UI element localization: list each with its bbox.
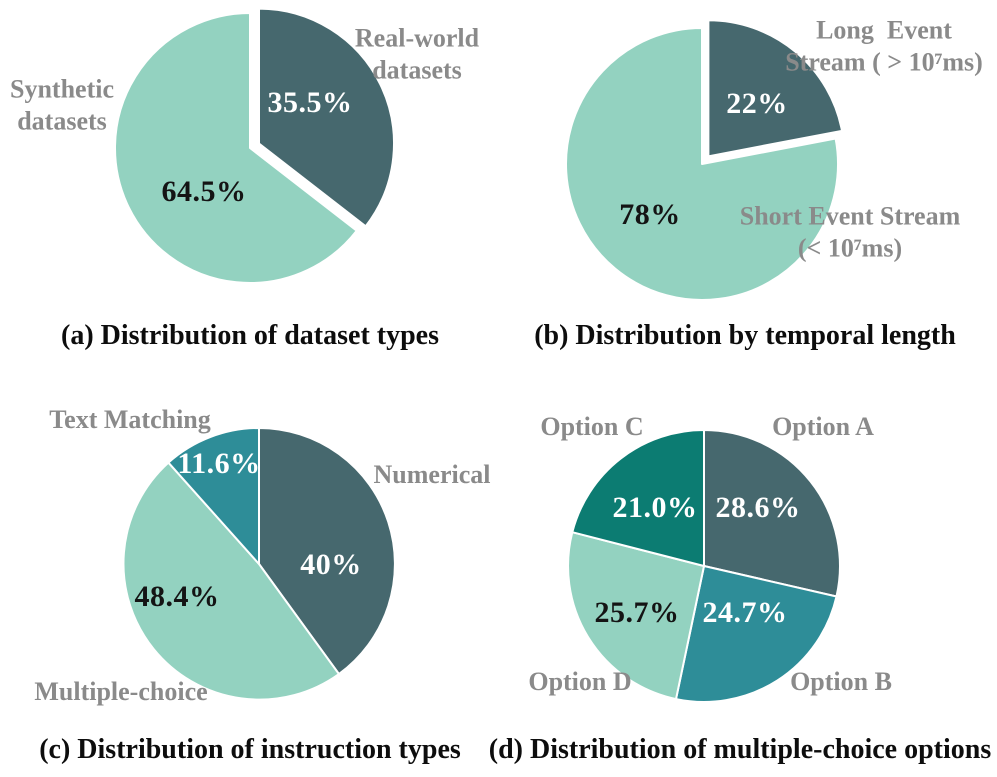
caption-chart-c: (c) Distribution of instruction types: [39, 734, 461, 765]
pie-d-slice-option-c: [571, 429, 705, 567]
caption-chart-a: (a) Distribution of dataset types: [61, 320, 439, 351]
pie-b-slice-short-event-stream-10-ms: [565, 27, 839, 301]
pie-chart-c: [122, 427, 396, 701]
pie-d-slice-option-a: [703, 429, 841, 598]
caption-chart-d: (d) Distribution of multiple-choice opti…: [488, 734, 992, 765]
pie-c-slice-numerical: [258, 427, 396, 675]
pie-chart-d: [567, 429, 841, 704]
pie-d-slice-option-d: [567, 531, 705, 701]
pie-chart-b: [565, 19, 843, 301]
pie-b-slice-long-event-stream-10-ms: [707, 19, 843, 158]
pie-c-slice-text-matching: [167, 427, 260, 565]
pie-d-slice-option-b: [675, 565, 838, 704]
pie-a-slice-synthetic-datasets: [113, 12, 358, 284]
caption-chart-b: (b) Distribution by temporal length: [534, 320, 956, 351]
pie-c-slice-multiple-choice: [122, 461, 340, 701]
pie-a-slice-real-world-datasets: [258, 7, 395, 228]
pie-chart-a: [113, 7, 395, 284]
